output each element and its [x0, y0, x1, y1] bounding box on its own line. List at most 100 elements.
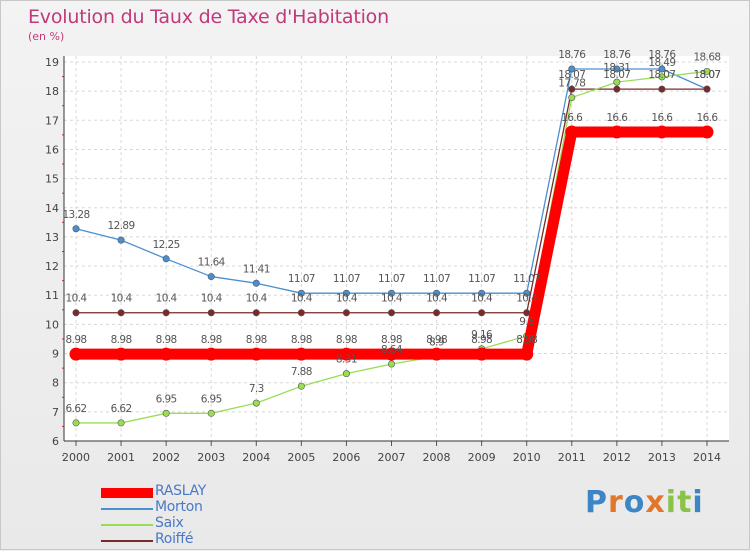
y-tick-label: 8 — [52, 377, 59, 390]
data-point — [249, 347, 263, 361]
data-point — [430, 347, 444, 361]
data-point — [207, 273, 215, 281]
x-tick-label: 2014 — [693, 451, 721, 464]
legend-swatch — [101, 488, 153, 498]
y-tick-label: 15 — [45, 173, 59, 186]
data-label: 11.07 — [378, 273, 405, 285]
data-label: 18.07 — [648, 69, 675, 81]
data-label: 6.95 — [201, 393, 222, 405]
data-point — [252, 399, 260, 407]
y-tick-label: 7 — [52, 406, 59, 419]
data-point — [117, 236, 125, 244]
data-label: 16.6 — [696, 112, 718, 124]
y-tick-label: 9 — [52, 348, 59, 361]
data-point — [703, 67, 711, 75]
data-label: 10.4 — [381, 293, 403, 305]
y-unit-label: (en %) — [28, 30, 65, 43]
data-point — [342, 370, 350, 378]
data-label: 11.07 — [423, 273, 450, 285]
data-point — [159, 347, 173, 361]
data-label: 10.4 — [291, 293, 313, 305]
data-point — [204, 347, 218, 361]
data-point — [700, 125, 714, 139]
data-label: 10.4 — [111, 293, 133, 305]
data-point — [72, 309, 80, 317]
y-tick-label: 16 — [45, 143, 59, 156]
data-point — [294, 347, 308, 361]
data-label: 8.98 — [471, 334, 492, 346]
y-tick-label: 10 — [45, 318, 59, 331]
data-label: 11.07 — [513, 273, 540, 285]
logo-letter: r — [608, 485, 624, 520]
data-point — [114, 347, 128, 361]
data-point — [252, 279, 260, 287]
data-label: 7.88 — [291, 366, 312, 378]
data-point — [297, 382, 305, 390]
data-label: 11.07 — [288, 273, 315, 285]
data-point — [387, 289, 395, 297]
data-label: 18.07 — [558, 69, 585, 81]
data-point — [384, 347, 398, 361]
data-label: 8.98 — [291, 334, 312, 346]
legend-swatch — [101, 524, 153, 526]
data-label: 18.07 — [603, 69, 630, 81]
data-point — [568, 65, 576, 73]
data-label: 6.62 — [66, 403, 87, 415]
data-point — [523, 309, 531, 317]
logo-letter: t — [677, 485, 693, 520]
x-tick-label: 2002 — [152, 451, 180, 464]
data-point — [69, 347, 83, 361]
data-label: 10.4 — [201, 293, 223, 305]
data-label: 18.31 — [603, 62, 630, 74]
data-label: 8.98 — [111, 334, 132, 346]
data-point — [117, 419, 125, 427]
data-label: 8.98 — [516, 334, 537, 346]
data-label: 18.49 — [648, 57, 675, 69]
data-label: 17.78 — [558, 78, 585, 90]
x-tick-label: 2003 — [197, 451, 225, 464]
data-label: 16.6 — [606, 112, 628, 124]
data-label: 9.6 — [519, 316, 535, 328]
data-label: 10.4 — [516, 293, 538, 305]
data-point — [655, 125, 669, 139]
data-point — [613, 78, 621, 86]
y-tick-label: 14 — [45, 202, 59, 215]
chart-title: Evolution du Taux de Taxe d'Habitation — [28, 6, 389, 28]
data-label: 8.98 — [66, 334, 87, 346]
data-label: 8.98 — [156, 334, 177, 346]
legend-label: Roiffé — [155, 531, 194, 547]
data-point — [658, 73, 666, 81]
data-label: 10.4 — [246, 293, 268, 305]
data-point — [207, 409, 215, 417]
data-point — [162, 409, 170, 417]
x-tick-label: 2001 — [107, 451, 135, 464]
data-label: 8.98 — [201, 334, 222, 346]
y-tick-label: 12 — [45, 260, 59, 273]
data-point — [475, 347, 489, 361]
x-tick-label: 2010 — [513, 451, 541, 464]
y-tick-label: 6 — [52, 435, 59, 448]
logo-letter: i — [665, 485, 678, 520]
data-point — [207, 309, 215, 317]
data-label: 18.76 — [603, 49, 631, 61]
legend-label: Morton — [155, 499, 203, 515]
data-label: 6.62 — [111, 403, 132, 415]
data-point — [252, 309, 260, 317]
data-label: 8.9 — [429, 336, 444, 348]
legend-label: RASLAY — [155, 483, 206, 499]
data-point — [478, 309, 486, 317]
data-label: 7.3 — [249, 383, 264, 395]
data-label: 16.6 — [561, 112, 583, 124]
data-point — [433, 309, 441, 317]
data-label: 8.98 — [426, 334, 447, 346]
data-label: 11.41 — [243, 263, 270, 275]
data-point — [658, 85, 666, 93]
data-label: 12.25 — [153, 239, 180, 251]
data-label: 10.4 — [336, 293, 358, 305]
y-tick-label: 13 — [45, 231, 59, 244]
data-point — [342, 289, 350, 297]
data-point — [162, 309, 170, 317]
data-point — [339, 347, 353, 361]
data-point — [613, 65, 621, 73]
